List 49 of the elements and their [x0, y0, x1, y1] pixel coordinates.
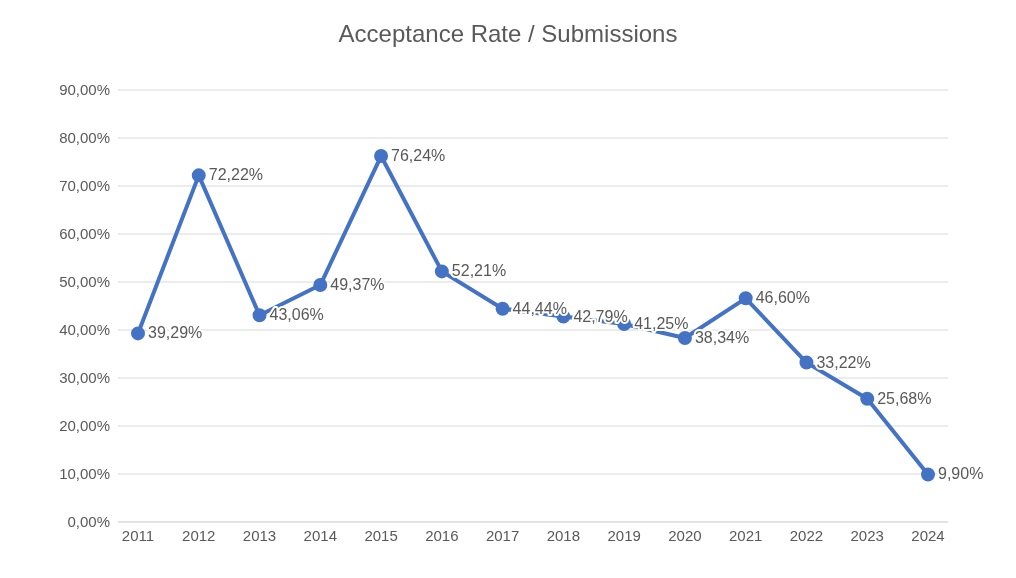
y-tick-label: 30,00%	[59, 369, 110, 387]
y-tick-label: 80,00%	[59, 129, 110, 147]
x-tick-label: 2020	[668, 526, 702, 544]
text: 52,21%	[451, 262, 507, 280]
text: 43,06%	[269, 306, 324, 324]
y-tick-label: 40,00%	[59, 321, 110, 339]
x-tick-label: 2015	[364, 526, 398, 544]
x-tick-label: 2017	[485, 526, 520, 544]
x-tick-label: 2023	[850, 526, 884, 544]
point	[860, 391, 875, 406]
text: 9,90%	[938, 465, 984, 483]
x-tick-label: 2011	[121, 526, 155, 544]
text: 41,25%	[634, 315, 689, 332]
y-tick-label: 70,00%	[59, 177, 110, 195]
point	[738, 291, 753, 306]
point	[252, 308, 267, 323]
y-tick-label: 60,00%	[59, 225, 110, 243]
text: 25,68%	[877, 389, 932, 407]
x-tick-label: 2018	[546, 526, 581, 544]
x-tick-label: 2016	[425, 526, 459, 544]
x-tick-label: 2012	[182, 526, 216, 544]
y-tick-label: 0,00%	[67, 513, 110, 531]
point	[434, 264, 449, 279]
text: 39,29%	[148, 324, 203, 342]
chart-title: Acceptance Rate / Submissions	[337, 19, 679, 49]
y-tick-label: 50,00%	[59, 273, 110, 291]
y-tick-label: 10,00%	[59, 465, 110, 483]
x-tick-label: 2024	[911, 526, 945, 544]
text: 33,22%	[816, 353, 871, 371]
point	[799, 355, 814, 370]
y-tick-label: 90,00%	[59, 81, 110, 99]
text: 49,37%	[330, 276, 385, 294]
point	[921, 467, 935, 482]
point	[374, 149, 389, 164]
point	[313, 278, 328, 293]
point	[191, 168, 206, 183]
point	[495, 301, 510, 316]
x-tick-label: 2013	[242, 526, 277, 544]
x-tick-label: 2014	[303, 526, 337, 544]
x-tick-label: 2022	[789, 526, 824, 544]
x-tick-label: 2019	[607, 526, 641, 544]
point	[131, 326, 145, 341]
y-tick-label: 20,00%	[59, 417, 110, 435]
x-tick-label: 2021	[729, 526, 763, 544]
text: 46,60%	[755, 289, 810, 307]
text: 76,24%	[391, 147, 446, 165]
point	[677, 330, 692, 345]
text: 72,22%	[208, 166, 264, 184]
text: 38,34%	[694, 328, 750, 346]
